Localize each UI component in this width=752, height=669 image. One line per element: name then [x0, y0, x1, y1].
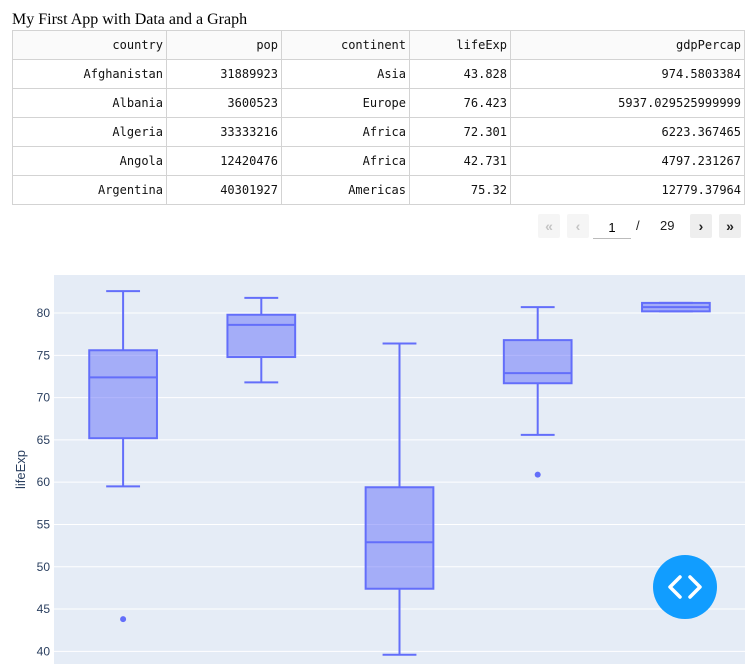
data-table: country pop continent lifeExp gdpPercap …	[12, 30, 745, 205]
y-tick-label: 40	[37, 644, 51, 658]
table-cell[interactable]: 42.731	[409, 146, 511, 176]
table-cell[interactable]: 72.301	[409, 117, 511, 147]
table-cell[interactable]: Albania	[12, 88, 167, 118]
table-cell[interactable]: 76.423	[409, 88, 511, 118]
outlier-point	[120, 616, 127, 623]
table-row: Algeria 33333216 Africa 72.301 6223.3674…	[12, 117, 745, 147]
column-header[interactable]: lifeExp	[409, 30, 511, 60]
table-cell[interactable]: 31889923	[166, 59, 282, 89]
y-axis-label: lifeExp	[13, 450, 28, 489]
box	[364, 342, 435, 656]
y-tick-label: 60	[37, 475, 51, 489]
column-header[interactable]: continent	[281, 30, 410, 60]
y-tick-label: 70	[37, 391, 51, 405]
next-page-button[interactable]: ›	[690, 214, 712, 238]
box	[88, 290, 158, 623]
first-page-button[interactable]: «	[538, 214, 560, 238]
y-tick-label: 75	[37, 348, 51, 362]
box-plot-container: 40 45 50 55 60 65 70 75 80 lifeExp	[0, 258, 752, 664]
table-cell[interactable]: Africa	[281, 117, 410, 147]
table-cell[interactable]: 974.5803384	[510, 59, 745, 89]
box-body	[364, 486, 435, 590]
table-cell[interactable]: 3600523	[166, 88, 282, 118]
previous-page-button[interactable]: ‹	[567, 214, 589, 238]
table-cell[interactable]: 40301927	[166, 175, 282, 205]
table-cell[interactable]: 6223.367465	[510, 117, 745, 147]
code-toggle-button[interactable]	[653, 555, 717, 619]
table-cell[interactable]: 5937.029525999999	[510, 88, 745, 118]
y-tick-label: 65	[37, 433, 51, 447]
column-header[interactable]: country	[12, 30, 167, 60]
box-series	[88, 290, 711, 656]
table-cell[interactable]: 12779.37964	[510, 175, 745, 205]
table-row: Angola 12420476 Africa 42.731 4797.23126…	[12, 146, 745, 176]
page-number-input[interactable]	[593, 216, 631, 239]
table-header-row: country pop continent lifeExp gdpPercap	[12, 30, 745, 60]
outlier-point	[534, 471, 541, 478]
table-cell[interactable]: 4797.231267	[510, 146, 745, 176]
table-cell[interactable]: Angola	[12, 146, 167, 176]
table-cell[interactable]: 12420476	[166, 146, 282, 176]
table-cell[interactable]: Argentina	[12, 175, 167, 205]
box-body	[226, 313, 297, 359]
y-tick-label: 80	[37, 306, 51, 320]
y-tick-label: 55	[37, 517, 51, 531]
table-cell[interactable]: Algeria	[12, 117, 167, 147]
table-row: Albania 3600523 Europe 76.423 5937.02952…	[12, 88, 745, 118]
column-header[interactable]: pop	[166, 30, 282, 60]
box-body	[502, 339, 573, 385]
table-cell[interactable]: 33333216	[166, 117, 282, 147]
column-header[interactable]: gdpPercap	[510, 30, 745, 60]
table-cell[interactable]: Africa	[281, 146, 410, 176]
page-separator: /	[636, 218, 640, 233]
page-total: 29	[660, 218, 675, 233]
last-page-button[interactable]: »	[719, 214, 741, 238]
table-cell[interactable]: Europe	[281, 88, 410, 118]
table-row: Argentina 40301927 Americas 75.32 12779.…	[12, 175, 745, 205]
y-tick-labels: 40 45 50 55 60 65 70 75 80	[37, 306, 51, 658]
box	[502, 306, 573, 478]
table-cell[interactable]: Americas	[281, 175, 410, 205]
box-plot[interactable]: 40 45 50 55 60 65 70 75 80 lifeExp	[0, 258, 752, 664]
box-body	[88, 349, 158, 440]
table-cell[interactable]: 75.32	[409, 175, 511, 205]
table-cell[interactable]: 43.828	[409, 59, 511, 89]
table-row: Afghanistan 31889923 Asia 43.828 974.580…	[12, 59, 745, 89]
y-tick-label: 45	[37, 602, 51, 616]
box	[226, 296, 297, 384]
y-tick-label: 50	[37, 560, 51, 574]
box	[641, 301, 711, 313]
table-cell[interactable]: Asia	[281, 59, 410, 89]
table-cell[interactable]: Afghanistan	[12, 59, 167, 89]
code-icon	[668, 575, 702, 599]
page-title: My First App with Data and a Graph	[12, 11, 248, 28]
